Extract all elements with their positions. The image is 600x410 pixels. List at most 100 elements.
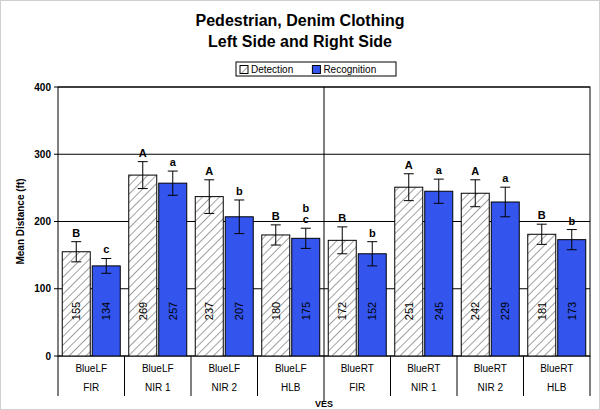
letter-part: b bbox=[236, 185, 243, 197]
y-tick bbox=[54, 221, 58, 222]
significance-letter: B bbox=[538, 209, 546, 221]
letter-part: a bbox=[170, 156, 177, 168]
x-tick-label: BlueLF bbox=[75, 363, 107, 374]
x-axis-title: VES bbox=[315, 399, 333, 409]
error-bar bbox=[367, 242, 377, 266]
background bbox=[1, 1, 600, 410]
significance-letter: B bbox=[338, 212, 346, 224]
letter-part: c bbox=[103, 243, 109, 255]
category-separator bbox=[58, 356, 59, 396]
data-label: 181 bbox=[536, 302, 548, 320]
significance-letter: b bbox=[236, 185, 243, 197]
error-bar bbox=[71, 242, 81, 262]
bar bbox=[558, 240, 586, 356]
data-label: 257 bbox=[167, 302, 179, 320]
bar bbox=[328, 240, 356, 356]
bar bbox=[159, 183, 187, 356]
letter-part: B bbox=[538, 209, 546, 221]
x-group-label: FIR bbox=[349, 382, 365, 393]
bar bbox=[129, 175, 157, 356]
letter-part: B bbox=[338, 212, 346, 224]
legend-box bbox=[236, 62, 396, 76]
chart: Pedestrian, Denim ClothingLeft Side and … bbox=[0, 0, 600, 410]
error-bar bbox=[234, 200, 244, 234]
bar bbox=[262, 235, 290, 356]
legend: DetectionRecognition bbox=[236, 62, 396, 76]
bar bbox=[62, 252, 90, 356]
error-bar bbox=[138, 162, 148, 189]
letter-part: B bbox=[72, 227, 80, 239]
category-separator bbox=[257, 356, 258, 396]
x-group-label: HLB bbox=[281, 382, 301, 393]
y-tick bbox=[54, 288, 58, 289]
bar bbox=[425, 191, 453, 356]
x-group-label: NIR 1 bbox=[411, 382, 437, 393]
significance-letter: a bbox=[502, 172, 509, 184]
data-label: 269 bbox=[137, 302, 149, 320]
y-tick-label: 400 bbox=[34, 82, 51, 93]
y-tick-label: 0 bbox=[45, 351, 51, 362]
error-bar bbox=[271, 225, 281, 245]
bar bbox=[292, 238, 320, 356]
letter-part: A bbox=[139, 147, 147, 159]
y-tick-label: 300 bbox=[34, 149, 51, 160]
bar bbox=[195, 197, 223, 356]
title: Pedestrian, Denim Clothing bbox=[196, 12, 405, 29]
data-label: 173 bbox=[566, 302, 578, 320]
x-tick-label: BlueRT bbox=[407, 363, 440, 374]
y-tick-label: 200 bbox=[34, 216, 51, 227]
legend-label: Detection bbox=[251, 64, 293, 75]
category-separator bbox=[523, 356, 524, 396]
significance-letter: b bbox=[369, 227, 376, 239]
significance-letter: A bbox=[205, 165, 213, 177]
significance-letter: b bbox=[568, 215, 575, 227]
x-tick-label: BlueLF bbox=[275, 363, 307, 374]
bar bbox=[461, 193, 489, 356]
significance-letter: a bbox=[436, 164, 443, 176]
error-bar bbox=[301, 228, 311, 248]
category-separator bbox=[191, 356, 192, 396]
error-bar bbox=[567, 230, 577, 250]
data-label: 245 bbox=[433, 302, 445, 320]
letter-part: b bbox=[369, 227, 376, 239]
data-label: 175 bbox=[300, 302, 312, 320]
y-tick-label: 100 bbox=[34, 283, 51, 294]
x-group-label: FIR bbox=[83, 382, 99, 393]
significance-letter: A bbox=[405, 159, 413, 171]
data-label: 237 bbox=[203, 302, 215, 320]
category-separator bbox=[590, 356, 591, 396]
error-bar bbox=[500, 187, 510, 217]
bar bbox=[358, 254, 386, 356]
letter-part: b bbox=[568, 215, 575, 227]
category-separator bbox=[390, 356, 391, 396]
data-label: 180 bbox=[270, 302, 282, 320]
error-bar bbox=[101, 258, 111, 273]
bar bbox=[92, 266, 120, 356]
significance-letter: bc bbox=[302, 202, 309, 225]
letter-part: c bbox=[303, 213, 309, 225]
error-bar bbox=[204, 180, 214, 214]
data-label: 229 bbox=[499, 302, 511, 320]
data-label: 155 bbox=[70, 302, 82, 320]
significance-letter: c bbox=[103, 243, 109, 255]
x-tick-label: BlueRT bbox=[474, 363, 507, 374]
x-group-label: NIR 2 bbox=[477, 382, 503, 393]
x-tick-label: BlueLF bbox=[208, 363, 240, 374]
bars bbox=[62, 162, 586, 356]
error-bar bbox=[168, 171, 178, 195]
letter-part: A bbox=[405, 159, 413, 171]
x-group-label: NIR 2 bbox=[211, 382, 237, 393]
data-label: 242 bbox=[469, 302, 481, 320]
letter-part: B bbox=[272, 210, 280, 222]
y-axis-title: Mean Distance (ft) bbox=[15, 178, 26, 264]
error-bar bbox=[337, 227, 347, 254]
significance-letter: B bbox=[272, 210, 280, 222]
error-bar bbox=[404, 174, 414, 201]
data-label: 207 bbox=[233, 302, 245, 320]
data-label: 172 bbox=[336, 302, 348, 320]
legend-swatch bbox=[240, 66, 248, 74]
x-group-label: HLB bbox=[547, 382, 567, 393]
significance-letter: B bbox=[72, 227, 80, 239]
error-bar bbox=[470, 180, 480, 207]
bar bbox=[225, 217, 253, 356]
